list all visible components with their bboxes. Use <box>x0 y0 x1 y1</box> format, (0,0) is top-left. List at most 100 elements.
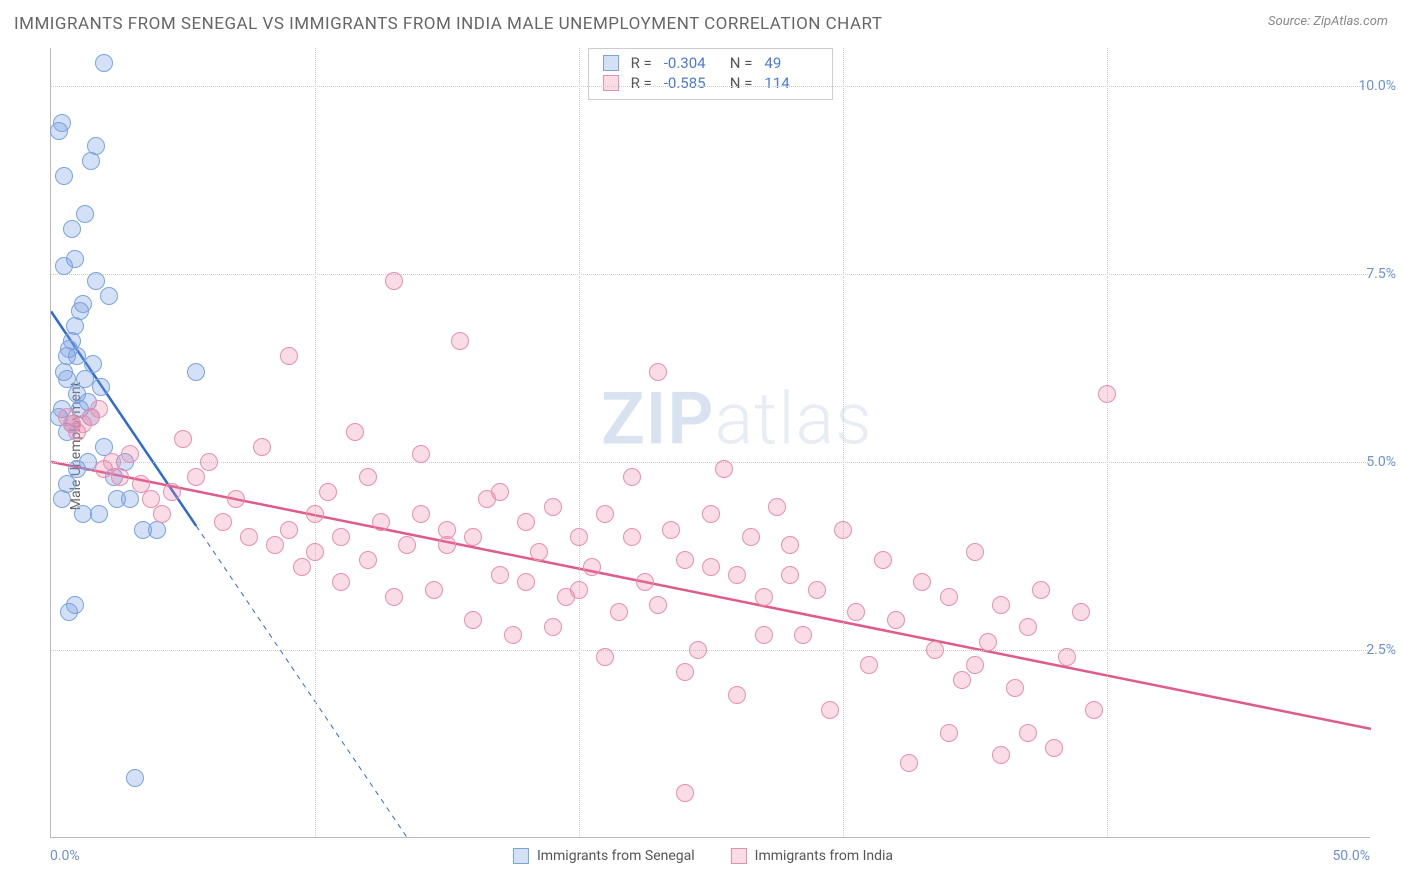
scatter-point-india <box>860 656 878 674</box>
scatter-point-india <box>808 581 826 599</box>
legend-swatch <box>513 848 529 864</box>
plot-area: ZIPatlas R =-0.304N =49R =-0.585N =114 <box>50 48 1370 838</box>
stats-row: R =-0.304N =49 <box>603 53 819 73</box>
scatter-point-senegal <box>90 505 108 523</box>
scatter-point-india <box>636 573 654 591</box>
scatter-point-india <box>1019 618 1037 636</box>
scatter-point-india <box>834 521 852 539</box>
scatter-point-india <box>464 528 482 546</box>
scatter-point-india <box>979 633 997 651</box>
x-tick-label-right: 50.0% <box>1332 848 1370 864</box>
scatter-point-india <box>728 686 746 704</box>
scatter-point-india <box>306 505 324 523</box>
scatter-point-india <box>570 528 588 546</box>
x-tick-label-left: 0.0% <box>50 848 80 864</box>
scatter-point-india <box>438 536 456 554</box>
scatter-point-india <box>821 701 839 719</box>
scatter-point-india <box>398 536 416 554</box>
scatter-point-senegal <box>66 596 84 614</box>
chart-title: IMMIGRANTS FROM SENEGAL VS IMMIGRANTS FR… <box>14 14 883 34</box>
gridline-h <box>51 650 1370 651</box>
scatter-point-senegal <box>100 287 118 305</box>
scatter-point-india <box>940 588 958 606</box>
y-tick-label: 2.5% <box>1366 642 1396 658</box>
scatter-point-india <box>781 536 799 554</box>
watermark-bold: ZIP <box>601 376 714 461</box>
scatter-point-india <box>346 423 364 441</box>
scatter-point-india <box>111 468 129 486</box>
scatter-point-india <box>425 581 443 599</box>
scatter-point-india <box>583 558 601 576</box>
scatter-point-india <box>451 332 469 350</box>
scatter-point-india <box>689 641 707 659</box>
scatter-point-india <box>544 618 562 636</box>
regression-lines-layer <box>51 48 1371 838</box>
legend-label: Immigrants from Senegal <box>537 848 695 864</box>
scatter-point-india <box>728 566 746 584</box>
y-tick-label: 7.5% <box>1366 266 1396 282</box>
scatter-point-india <box>1098 385 1116 403</box>
scatter-point-india <box>163 483 181 501</box>
scatter-point-india <box>623 468 641 486</box>
scatter-point-india <box>90 400 108 418</box>
gridline-v <box>1107 48 1108 837</box>
scatter-point-india <box>1072 603 1090 621</box>
scatter-point-india <box>676 551 694 569</box>
stats-r-label: R = <box>631 74 652 92</box>
stats-r-label: R = <box>631 54 652 72</box>
stats-n-value: 114 <box>764 74 818 92</box>
scatter-point-senegal <box>58 370 76 388</box>
scatter-point-india <box>214 513 232 531</box>
scatter-point-india <box>253 438 271 456</box>
scatter-point-india <box>280 521 298 539</box>
gridline-v <box>843 48 844 837</box>
scatter-point-india <box>966 543 984 561</box>
gridline-v <box>315 48 316 837</box>
stats-swatch <box>603 55 619 71</box>
scatter-point-india <box>992 746 1010 764</box>
source-attribution: Source: ZipAtlas.com <box>1268 14 1388 29</box>
scatter-point-india <box>847 603 865 621</box>
scatter-point-india <box>913 573 931 591</box>
scatter-point-india <box>887 611 905 629</box>
scatter-point-india <box>359 551 377 569</box>
scatter-point-india <box>412 505 430 523</box>
scatter-point-india <box>781 566 799 584</box>
scatter-point-india <box>596 648 614 666</box>
y-tick-label: 10.0% <box>1358 78 1396 94</box>
scatter-point-india <box>332 573 350 591</box>
scatter-point-india <box>742 528 760 546</box>
scatter-point-india <box>610 603 628 621</box>
scatter-point-india <box>491 483 509 501</box>
scatter-point-india <box>200 453 218 471</box>
gridline-v <box>579 48 580 837</box>
legend: Immigrants from SenegalImmigrants from I… <box>513 848 893 864</box>
scatter-point-india <box>662 521 680 539</box>
scatter-point-senegal <box>84 355 102 373</box>
scatter-point-senegal <box>63 220 81 238</box>
scatter-point-senegal <box>87 137 105 155</box>
scatter-point-senegal <box>76 205 94 223</box>
stats-n-label: N = <box>730 54 753 72</box>
scatter-point-senegal <box>108 490 126 508</box>
scatter-point-india <box>755 588 773 606</box>
scatter-point-senegal <box>66 250 84 268</box>
scatter-point-senegal <box>55 167 73 185</box>
scatter-point-india <box>332 528 350 546</box>
scatter-point-india <box>715 460 733 478</box>
scatter-point-senegal <box>126 769 144 787</box>
watermark-rest: atlas <box>715 376 873 461</box>
scatter-point-india <box>676 663 694 681</box>
stats-r-value: -0.304 <box>664 54 718 72</box>
scatter-point-india <box>464 611 482 629</box>
scatter-point-india <box>570 581 588 599</box>
scatter-point-senegal <box>95 54 113 72</box>
scatter-point-senegal <box>53 114 71 132</box>
scatter-point-india <box>544 498 562 516</box>
scatter-point-india <box>926 641 944 659</box>
scatter-point-india <box>319 483 337 501</box>
gridline-h <box>51 86 1370 87</box>
scatter-point-india <box>491 566 509 584</box>
scatter-point-india <box>121 445 139 463</box>
scatter-point-india <box>517 513 535 531</box>
